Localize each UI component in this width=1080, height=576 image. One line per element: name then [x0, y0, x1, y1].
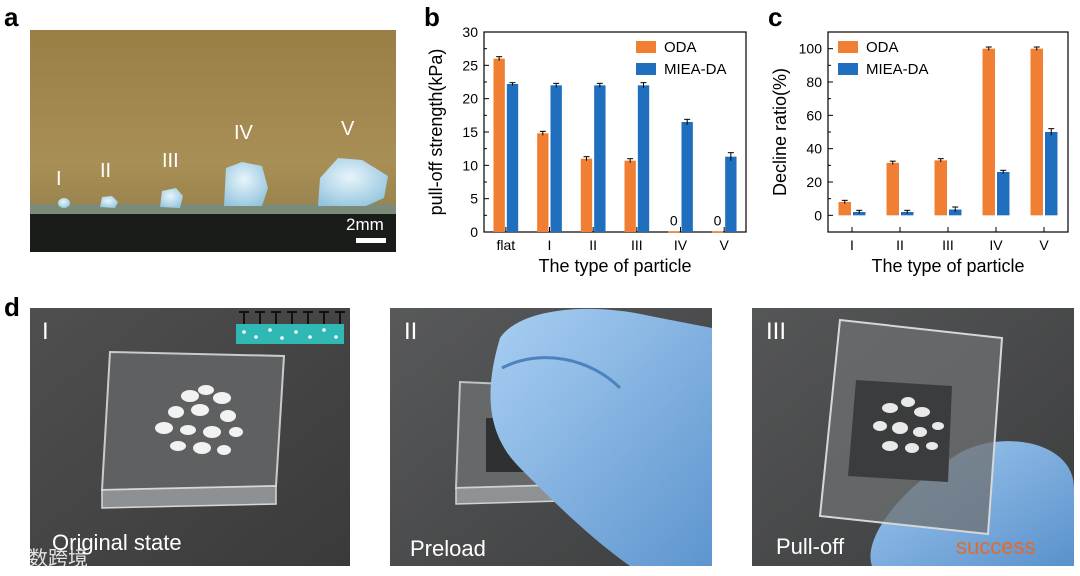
photo-original-state: I Original state: [30, 308, 350, 566]
scale-bar-label: 2mm: [346, 215, 384, 234]
y-tick-label: 0: [814, 207, 822, 223]
particle-label-IV: IV: [234, 122, 253, 144]
particles-cluster: [155, 385, 243, 455]
y-tick-label: 20: [806, 174, 822, 190]
caption-preload: Preload: [410, 536, 486, 561]
particle-I: [58, 198, 70, 208]
y-tick-label: 20: [462, 91, 478, 107]
x-tick-label: IV: [674, 237, 688, 253]
particle-label-I: I: [56, 168, 62, 190]
x-tick-label: IV: [989, 237, 1003, 253]
panel-letter-d: d: [4, 292, 20, 322]
photo-numeral-II: II: [404, 318, 418, 345]
bar-miea-da: [1045, 132, 1058, 216]
x-tick-label: III: [631, 237, 643, 253]
zero-annotation: 0: [670, 212, 678, 228]
y-tick-label: 25: [462, 57, 478, 73]
particles-photo: I II III IV V 2mm: [30, 30, 396, 252]
y-tick-label: 80: [806, 74, 822, 90]
x-tick-label: V: [719, 237, 729, 253]
photo-preload: II Preload: [390, 308, 712, 566]
particle-III: [160, 188, 183, 208]
legend-label-miea-da: MIEA-DA: [866, 61, 929, 78]
bar-miea-da: [997, 172, 1010, 216]
legend-swatch-oda: [636, 41, 656, 53]
pull-off-strength-chart: 0 5 10 15 20 25 30 flat I II III IV V 0 0 The type of p…: [420, 14, 760, 284]
bar-oda: [668, 231, 680, 233]
x-tick-label: I: [548, 237, 552, 253]
watermark: 八数跨境: [8, 546, 88, 570]
bar-miea-da: [949, 209, 962, 216]
y-tick-label: 30: [462, 24, 478, 40]
bar-oda: [493, 58, 505, 232]
particle-II: [100, 196, 118, 208]
photo-pull-off: III Pull-off success: [752, 308, 1074, 566]
y-tick-label: 10: [462, 157, 478, 173]
bar-oda: [1030, 48, 1043, 216]
x-tick-label: II: [896, 237, 904, 253]
bar-miea-da: [637, 85, 650, 232]
x-axis-label: The type of particle: [871, 256, 1024, 276]
legend-swatch-oda: [838, 41, 858, 53]
x-tick-label: II: [589, 237, 597, 253]
y-tick-label: 5: [470, 191, 478, 207]
x-tick-label: V: [1039, 237, 1049, 253]
legend-swatch-miea-da: [636, 63, 656, 75]
bar-miea-da: [594, 85, 606, 232]
x-tick-label: I: [850, 237, 854, 253]
panel-letter-c: c: [768, 2, 783, 32]
y-tick-label: 100: [799, 41, 823, 57]
panel-letter-b: b: [424, 2, 440, 32]
particle-V: [318, 158, 388, 206]
y-tick-label: 60: [806, 107, 822, 123]
particle-label-II: II: [100, 160, 112, 182]
bar-miea-da: [506, 84, 519, 232]
bar-oda: [982, 48, 995, 216]
bar-oda: [537, 133, 549, 232]
caption-original-state: Original state: [52, 530, 182, 555]
particle-label-V: V: [341, 118, 355, 140]
x-tick-label: flat: [496, 237, 515, 253]
caption-success: success: [956, 534, 1036, 559]
y-tick-label: 40: [806, 141, 822, 157]
gloved-hand: [490, 308, 712, 566]
photo-numeral-I: I: [42, 318, 49, 345]
legend-label-oda: ODA: [866, 39, 899, 56]
y-axis-label: Decline ratio(%): [770, 68, 790, 196]
particle-IV: [224, 162, 268, 206]
caption-pull-off: Pull-off: [776, 534, 845, 559]
bar-miea-da: [681, 122, 693, 232]
bar-miea-da: [550, 85, 562, 232]
particle-label-III: III: [162, 150, 179, 172]
legend-label-oda: ODA: [664, 39, 697, 56]
y-tick-label: 15: [462, 124, 478, 140]
zero-annotation: 0: [714, 212, 722, 228]
bar-miea-da: [725, 156, 737, 232]
x-tick-label: III: [942, 237, 954, 253]
schematic-inset: [236, 311, 345, 344]
scale-bar: [356, 238, 386, 243]
bar-oda: [886, 162, 899, 216]
bar-oda: [580, 158, 593, 232]
decline-ratio-chart: 0 20 40 60 80 100 I II III IV V The type of particl…: [764, 14, 1080, 284]
bar-oda: [711, 231, 724, 233]
x-axis-label: The type of particle: [538, 256, 691, 276]
y-axis-label: pull-off strength(kPa): [426, 49, 446, 216]
bar-oda: [624, 160, 636, 232]
photo-numeral-III: III: [766, 318, 787, 345]
panel-letter-a: a: [4, 2, 19, 32]
legend-label-miea-da: MIEA-DA: [664, 61, 727, 78]
bar-oda: [838, 202, 851, 216]
y-tick-label: 0: [470, 224, 478, 240]
bar-oda: [934, 160, 947, 216]
legend-swatch-miea-da: [838, 63, 858, 75]
